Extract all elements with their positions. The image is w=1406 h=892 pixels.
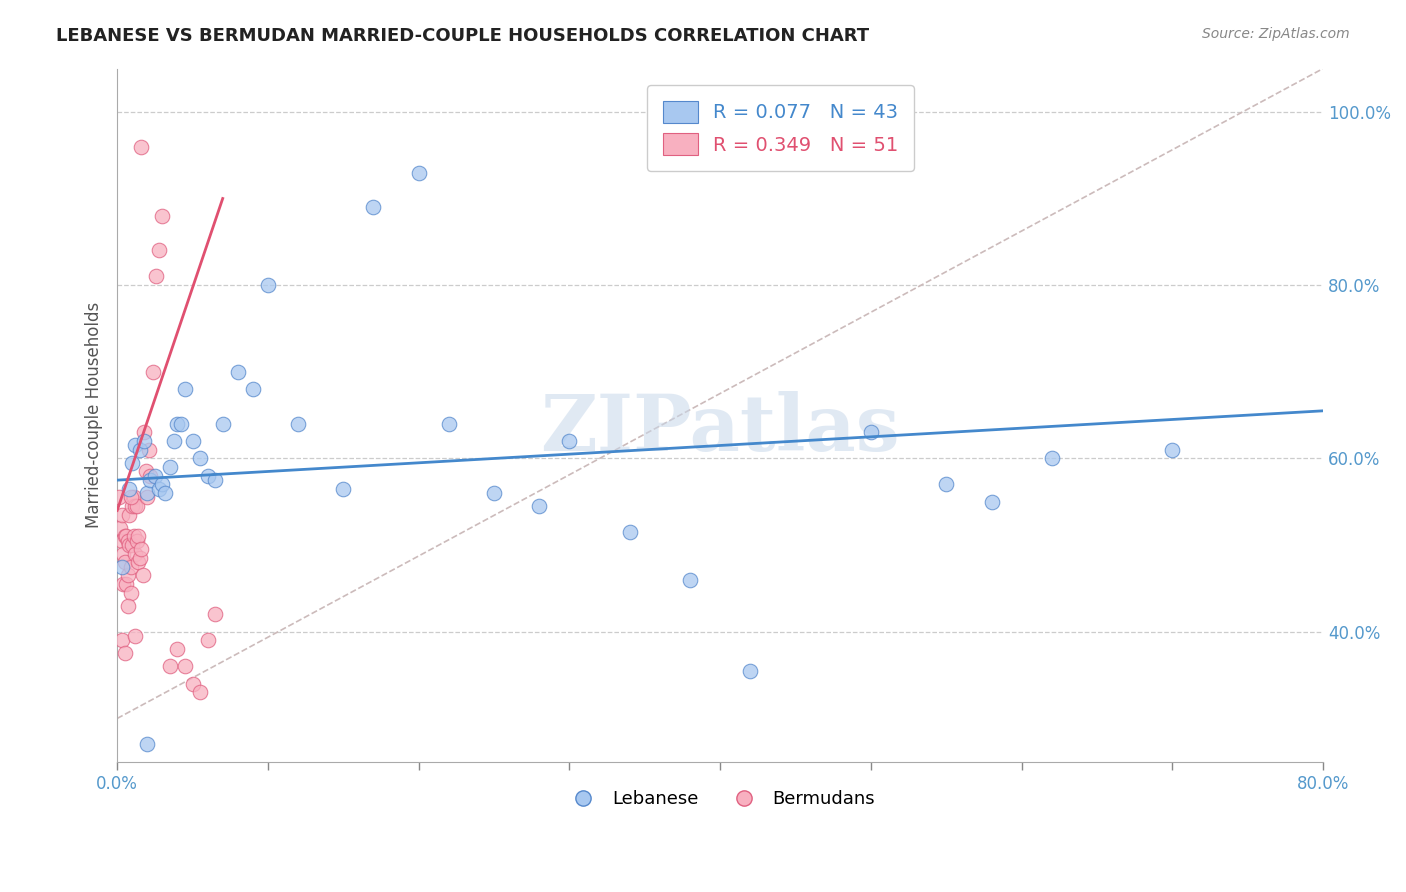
Point [169, 417, 191, 431]
Point [132, 568, 155, 582]
Point [139, 468, 162, 483]
Point [108, 521, 131, 535]
Point [112, 547, 135, 561]
Point [111, 533, 134, 548]
Point [115, 577, 138, 591]
Point [112, 577, 135, 591]
Point [159, 659, 181, 673]
Point [163, 434, 186, 449]
Point [148, 244, 170, 258]
Point [136, 738, 159, 752]
Point [117, 533, 139, 548]
Point [131, 139, 153, 153]
Point [143, 468, 166, 483]
Point [142, 365, 165, 379]
Point [128, 551, 150, 566]
Point [181, 434, 204, 449]
Point [118, 538, 141, 552]
Point [124, 547, 146, 561]
Point [174, 382, 197, 396]
Point [408, 165, 430, 179]
Point [155, 486, 177, 500]
Point [211, 417, 233, 431]
Point [152, 209, 174, 223]
Point [159, 460, 181, 475]
Point [1040, 451, 1063, 466]
Text: ZIPatlas: ZIPatlas [540, 391, 900, 467]
Point [127, 529, 149, 543]
Point [111, 559, 134, 574]
Point [107, 491, 129, 505]
Point [120, 559, 142, 574]
Legend: Lebanese, Bermudans: Lebanese, Bermudans [558, 782, 883, 815]
Point [152, 477, 174, 491]
Point [114, 647, 136, 661]
Point [121, 499, 143, 513]
Point [118, 508, 141, 522]
Point [166, 417, 188, 431]
Point [332, 482, 354, 496]
Point [121, 456, 143, 470]
Point [122, 491, 145, 505]
Point [619, 525, 641, 540]
Point [135, 465, 157, 479]
Point [740, 664, 762, 678]
Point [145, 269, 167, 284]
Point [121, 538, 143, 552]
Point [115, 529, 138, 543]
Point [136, 491, 159, 505]
Point [859, 425, 882, 440]
Point [125, 533, 148, 548]
Point [131, 542, 153, 557]
Point [287, 417, 309, 431]
Point [134, 425, 156, 440]
Point [120, 586, 142, 600]
Point [148, 482, 170, 496]
Point [242, 382, 264, 396]
Point [204, 473, 226, 487]
Point [124, 499, 146, 513]
Point [181, 677, 204, 691]
Point [111, 508, 134, 522]
Point [127, 556, 149, 570]
Point [114, 529, 136, 543]
Point [111, 633, 134, 648]
Point [128, 871, 150, 886]
Point [124, 629, 146, 643]
Point [125, 499, 148, 513]
Point [935, 477, 957, 491]
Point [128, 442, 150, 457]
Point [437, 417, 460, 431]
Point [139, 473, 162, 487]
Point [558, 434, 581, 449]
Point [197, 468, 219, 483]
Y-axis label: Married-couple Households: Married-couple Households [86, 302, 103, 528]
Point [1161, 442, 1184, 457]
Point [363, 200, 385, 214]
Point [529, 499, 551, 513]
Text: Source: ZipAtlas.com: Source: ZipAtlas.com [1202, 27, 1350, 41]
Point [122, 529, 145, 543]
Point [482, 486, 505, 500]
Point [124, 438, 146, 452]
Point [138, 442, 160, 457]
Point [226, 365, 249, 379]
Point [166, 642, 188, 657]
Point [188, 685, 211, 699]
Point [118, 482, 141, 496]
Point [117, 568, 139, 582]
Point [114, 556, 136, 570]
Point [136, 486, 159, 500]
Text: LEBANESE VS BERMUDAN MARRIED-COUPLE HOUSEHOLDS CORRELATION CHART: LEBANESE VS BERMUDAN MARRIED-COUPLE HOUS… [56, 27, 869, 45]
Point [120, 491, 142, 505]
Point [117, 599, 139, 613]
Point [679, 573, 702, 587]
Point [257, 278, 280, 293]
Point [980, 495, 1002, 509]
Point [197, 633, 219, 648]
Point [188, 451, 211, 466]
Point [174, 659, 197, 673]
Point [134, 434, 156, 449]
Point [204, 607, 226, 622]
